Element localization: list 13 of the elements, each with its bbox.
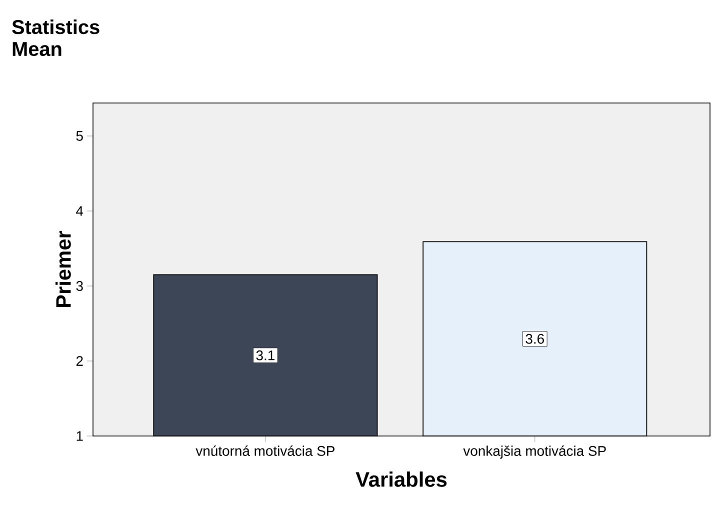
y-tick-label: 4 <box>76 206 84 216</box>
chart-title: Statistics <box>12 20 100 34</box>
y-tick-label: 3 <box>76 281 83 291</box>
data-label: 3.6 <box>526 334 544 344</box>
chart-subtitle: Mean <box>12 42 62 56</box>
y-tick-label: 2 <box>76 356 83 366</box>
data-label: 3.1 <box>256 350 274 360</box>
y-axis-title: Priemer <box>56 230 71 308</box>
y-tick-label: 5 <box>76 131 83 141</box>
y-tick-label: 1 <box>76 431 83 441</box>
x-tick-label: vnútorná motivácia SP <box>196 445 334 456</box>
x-tick-label: vonkajšia motivácia SP <box>463 445 606 459</box>
x-axis-title: Variables <box>356 472 447 487</box>
